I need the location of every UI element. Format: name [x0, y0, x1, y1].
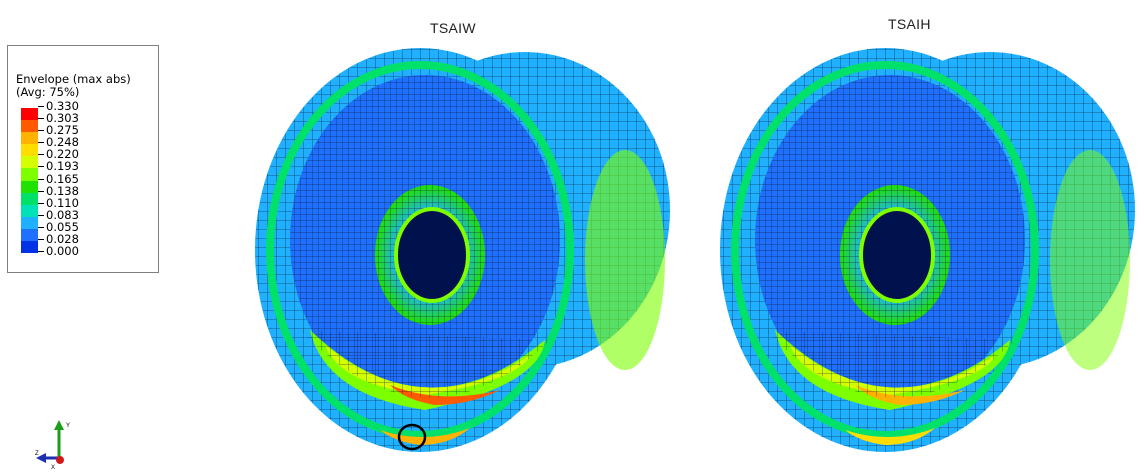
- wheel-model-left: [255, 48, 670, 452]
- legend-value: 0.083: [38, 209, 79, 221]
- legend-value: 0.220: [38, 148, 79, 160]
- legend-swatch: [21, 108, 38, 121]
- legend-values: 0.330 0.303 0.275 0.248 0.220 0.193 0.165 0.138…: [38, 100, 79, 257]
- triad-z-label: Z: [35, 451, 39, 457]
- legend-swatch: [21, 120, 38, 133]
- legend-value: 0.330: [38, 100, 79, 112]
- legend-title-line1: Envelope (max abs): [16, 72, 131, 86]
- legend-swatch: [21, 204, 38, 217]
- triad-y-label: Y: [66, 423, 70, 429]
- contour-legend: Envelope (max abs) (Avg: 75%) 0.330 0.303…: [7, 45, 159, 273]
- legend-value: 0.138: [38, 185, 79, 197]
- legend-value: 0.248: [38, 136, 79, 148]
- hub-bore: [859, 207, 935, 303]
- axis-triad: Y Z X: [35, 420, 70, 470]
- legend-value: 0.055: [38, 221, 79, 233]
- legend-value: 0.110: [38, 197, 79, 209]
- hotspot-marker: [397, 423, 427, 451]
- legend-title: Envelope (max abs) (Avg: 75%): [16, 73, 131, 99]
- legend-swatch: [21, 132, 38, 145]
- legend-swatch: [21, 241, 38, 254]
- legend-swatch: [21, 156, 38, 169]
- view-title-left: TSAIW: [430, 20, 476, 36]
- legend-swatch: [21, 144, 38, 157]
- legend-swatch: [21, 180, 38, 193]
- legend-color-bar: [21, 108, 38, 254]
- legend-value: 0.028: [38, 233, 79, 245]
- view-title-right: TSAIH: [888, 16, 931, 32]
- legend-swatch: [21, 216, 38, 229]
- triad-x-label: X: [51, 465, 55, 470]
- legend-swatch: [21, 228, 38, 242]
- legend-value: 0.165: [38, 172, 79, 185]
- legend-title-line2: (Avg: 75%): [16, 85, 80, 99]
- legend-value: 0.000: [38, 245, 79, 257]
- hub-bore: [394, 207, 470, 303]
- wheel-model-right: [720, 48, 1135, 452]
- legend-value: 0.193: [38, 160, 79, 173]
- legend-value: 0.275: [38, 124, 79, 136]
- legend-swatch: [21, 168, 38, 181]
- legend-value: 0.303: [38, 112, 79, 124]
- legend-swatch: [21, 192, 38, 205]
